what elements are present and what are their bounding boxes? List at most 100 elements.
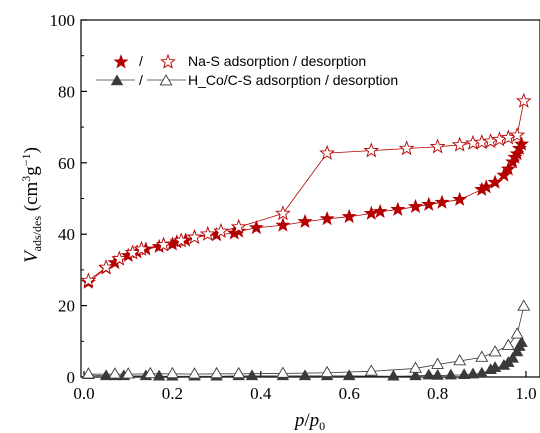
y-axis-title: Vads/des (cm3g−1) (19, 147, 44, 263)
data-point (475, 366, 489, 378)
data-point (431, 368, 444, 380)
data-point (510, 327, 524, 339)
data-point (98, 259, 114, 275)
x-tick-label: 0.0 (73, 384, 94, 403)
data-point (173, 232, 190, 248)
data-point (232, 366, 246, 379)
legend-separator: / (139, 72, 143, 88)
data-point (155, 236, 172, 252)
data-point (409, 361, 422, 373)
data-point (319, 210, 335, 226)
series-h-co-c-s-desorption (81, 299, 531, 379)
y-tick-label: 20 (58, 297, 75, 316)
data-point (451, 136, 468, 152)
y-tick-label: 60 (58, 154, 75, 173)
x-tick-label: 0.2 (162, 384, 183, 403)
series-line (88, 144, 522, 283)
data-point (434, 194, 450, 209)
x-tick-label: 0.8 (427, 384, 448, 403)
data-point (152, 369, 166, 381)
data-point (398, 140, 415, 156)
data-point (341, 208, 357, 224)
data-point (444, 368, 458, 380)
x-tick-label: 1.0 (515, 384, 536, 403)
data-point (124, 244, 141, 260)
data-point (408, 198, 423, 214)
data-point (275, 217, 291, 232)
data-point (431, 357, 445, 369)
series-layer (80, 92, 532, 381)
data-point (488, 345, 502, 357)
data-point (319, 144, 335, 160)
data-point (488, 361, 502, 372)
data-point (320, 365, 334, 378)
data-point (231, 223, 247, 238)
data-point (453, 354, 467, 366)
data-point (421, 196, 437, 211)
data-point (186, 229, 203, 245)
data-point (80, 272, 97, 288)
x-tick-label: 0.6 (339, 384, 360, 403)
data-point (429, 138, 446, 154)
y-tick-label: 100 (50, 11, 76, 30)
data-point (276, 366, 290, 378)
data-point (248, 219, 264, 235)
data-point (387, 369, 400, 381)
data-point (188, 367, 201, 379)
data-point (298, 369, 312, 381)
data-point (457, 368, 471, 380)
data-point (108, 367, 122, 379)
data-point (496, 167, 512, 182)
data-point (390, 201, 406, 216)
data-point (99, 369, 113, 381)
legend-triangle-open (159, 74, 173, 86)
legend-marker-na-s-desorption (160, 53, 176, 69)
legend-label-hco: H_Co/C-S adsorption / desorption (188, 72, 398, 88)
x-axis-title: p/p0 (293, 410, 325, 433)
data-point (199, 225, 216, 241)
legend-marker-hco-desorption (159, 74, 173, 86)
data-point (143, 366, 157, 379)
data-point (363, 142, 380, 158)
data-point (297, 213, 313, 229)
legend-triangle-filled (110, 74, 124, 86)
legend-marker-na-s-adsorption (113, 54, 129, 69)
series-na-s-desorption (80, 92, 532, 288)
data-point (514, 136, 530, 151)
legend-entry-hco: / H_Co/C-S adsorption / desorption (96, 72, 398, 88)
data-point (210, 366, 224, 379)
data-point (500, 161, 516, 176)
data-point (510, 345, 524, 357)
data-point (466, 367, 480, 379)
y-tick-label: 80 (58, 82, 75, 101)
data-point (409, 369, 422, 381)
data-point (342, 369, 356, 381)
data-point (515, 92, 532, 108)
x-tick-label: 0.4 (250, 384, 272, 403)
legend: / Na-S adsorption / desorption / H_Co/C-… (96, 53, 398, 88)
data-point (230, 218, 247, 234)
data-point (475, 350, 489, 362)
data-point (515, 336, 528, 347)
y-tick-label: 40 (58, 225, 75, 244)
data-point (213, 223, 229, 239)
data-point (517, 299, 531, 311)
data-point (245, 369, 259, 381)
data-point (422, 368, 435, 380)
data-point (478, 179, 494, 194)
data-point (506, 351, 519, 363)
data-point (275, 205, 291, 221)
data-point (364, 364, 378, 376)
data-point (452, 191, 468, 206)
legend-label-na-s: Na-S adsorption / desorption (188, 53, 366, 69)
data-point (165, 366, 179, 379)
data-point (509, 127, 526, 143)
y-tick-label: 0 (67, 368, 76, 387)
data-point (121, 367, 135, 379)
data-point (133, 240, 150, 256)
data-point (81, 367, 95, 379)
data-point (501, 338, 515, 350)
legend-star-open (160, 53, 176, 69)
series-na-s-adsorption (80, 136, 530, 289)
